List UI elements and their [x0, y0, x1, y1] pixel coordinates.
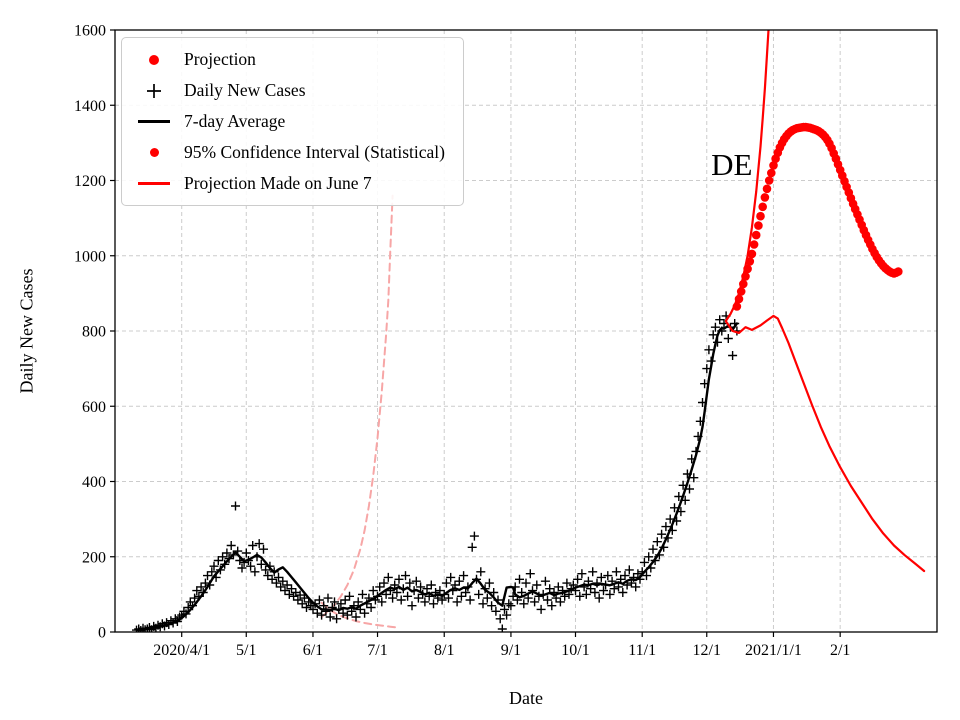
y-tick-label: 1400: [74, 98, 106, 115]
series-daily-new-cases: [132, 311, 742, 632]
series-layer: [132, 30, 926, 632]
y-tick-label: 1000: [74, 248, 106, 265]
legend-item-projection-june7: Projection Made on June 7: [132, 172, 445, 195]
x-tick-label: 10/1: [561, 642, 589, 659]
y-axis-label: Daily New Cases: [16, 268, 37, 394]
y-tick-label: 600: [82, 399, 106, 416]
x-tick-label: 12/1: [693, 642, 721, 659]
legend-label-confidence-interval: 95% Confidence Interval (Statistical): [184, 142, 445, 162]
x-tick-label: 9/1: [501, 642, 521, 659]
legend-item-daily-new-cases: Daily New Cases: [132, 79, 445, 102]
legend-item-projection: Projection: [132, 48, 445, 71]
red-line-marker-icon: [132, 182, 176, 185]
y-tick-label: 1600: [74, 23, 106, 40]
legend: Projection Daily New Cases 7-day Average…: [121, 37, 464, 206]
black-line-marker-icon: [132, 120, 176, 123]
series-projection-made-on-june-7-lower-bound-: [320, 601, 398, 629]
x-tick-label: 8/1: [434, 642, 454, 659]
x-tick-label: 7/1: [367, 642, 387, 659]
y-tick-label: 800: [82, 324, 106, 341]
legend-label-7day-average: 7-day Average: [184, 111, 286, 131]
series-7-day-average: [141, 322, 739, 631]
x-tick-label: 5/1: [236, 642, 256, 659]
ci-dot-icon: [132, 148, 176, 157]
x-tick-label: 2021/1/1: [745, 642, 802, 659]
legend-item-7day-average: 7-day Average: [132, 110, 445, 133]
country-label: DE: [711, 147, 752, 182]
series-projection: [732, 122, 903, 311]
y-tick-label: 1200: [74, 173, 106, 190]
series-projection-made-on-june-7-upper-bound-: [320, 194, 394, 618]
x-tick-label: 6/1: [303, 642, 323, 659]
series-95-confidence-interval-lower-statistical-: [724, 314, 926, 573]
legend-label-projection: Projection: [184, 49, 256, 69]
x-tick-label: 2020/4/1: [153, 642, 210, 659]
axis-ticks: 2020/4/1 5/1 6/1 7/1 8/1 9/1 10/1 11/1 12/1 2021/…: [74, 23, 850, 660]
legend-label-projection-june7: Projection Made on June 7: [184, 173, 372, 193]
x-tick-label: 11/1: [628, 642, 656, 659]
legend-label-daily-new-cases: Daily New Cases: [184, 80, 306, 100]
legend-item-confidence-interval: 95% Confidence Interval (Statistical): [132, 141, 445, 164]
y-tick-label: 0: [98, 625, 106, 642]
plus-marker-icon: [132, 82, 176, 100]
x-tick-label: 2/1: [830, 642, 850, 659]
projection-dot-icon: [132, 54, 176, 65]
x-axis-label: Date: [509, 688, 543, 708]
y-tick-label: 400: [82, 474, 106, 491]
y-tick-label: 200: [82, 549, 106, 566]
